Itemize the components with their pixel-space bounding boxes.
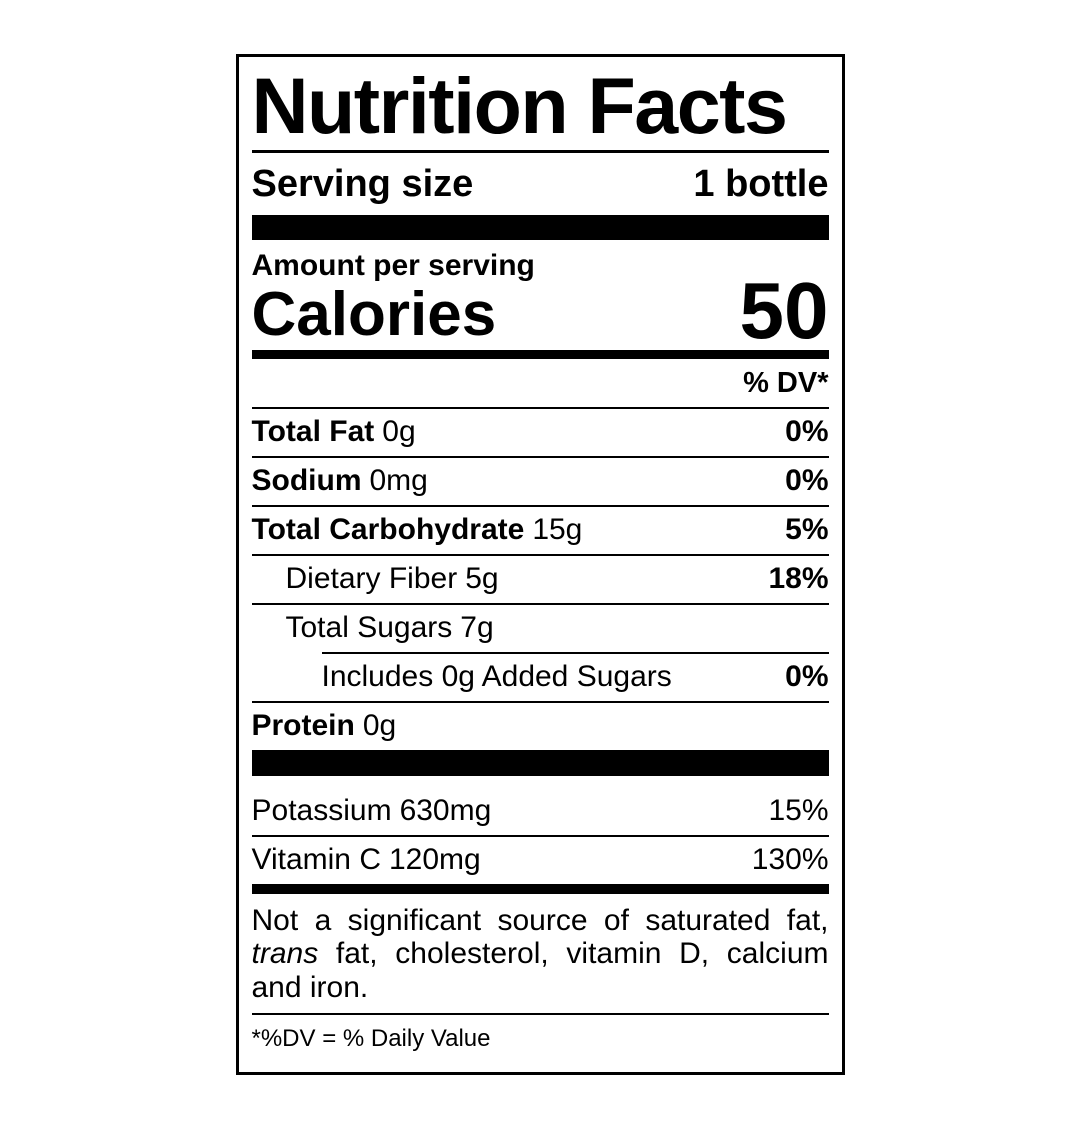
vitamin-dv: 15% xyxy=(768,794,829,827)
row-separator xyxy=(251,701,829,703)
daily-value-header: % DV* xyxy=(743,367,829,399)
nutrient-row-dietary-fiber: Dietary Fiber 5g 18% xyxy=(252,556,829,603)
nutrient-amount: 0mg xyxy=(369,464,428,497)
rule-above-footnote xyxy=(251,1012,829,1015)
nutrient-dv: 5% xyxy=(785,513,829,546)
nutrient-dv: 0% xyxy=(785,464,829,497)
calories-value: 50 xyxy=(739,266,829,355)
rule-below-dv-header xyxy=(251,407,829,409)
nutrient-name: Includes 0g Added Sugars xyxy=(321,660,672,693)
label-title: Nutrition Facts xyxy=(251,57,829,153)
nutrition-facts-label: Nutrition Facts Serving size 1 bottle Am… xyxy=(235,54,845,1075)
serving-size-row: Serving size 1 bottle xyxy=(252,153,829,215)
vitamin-row-vitamin-c: Vitamin C 120mg 130% xyxy=(252,837,829,884)
nutrient-dv: 0% xyxy=(785,660,829,693)
daily-value-footnote: *%DV = % Daily Value xyxy=(251,1024,491,1052)
disclaimer-part-2: fat, cholesterol, vitamin D, calcium and… xyxy=(251,937,829,1004)
row-separator xyxy=(251,603,829,605)
vitamin-row-potassium: Potassium 630mg 15% xyxy=(252,788,829,835)
thick-separator-bar-protein xyxy=(251,750,829,776)
row-separator xyxy=(251,505,829,507)
nutrient-amount: 5g xyxy=(465,562,499,595)
nutrient-amount: 0g xyxy=(362,709,397,742)
nutrient-dv: 18% xyxy=(768,562,829,595)
serving-size-value: 1 bottle xyxy=(693,163,829,205)
nutrient-name: Total Carbohydrate xyxy=(251,513,525,546)
vitamin-name: Vitamin C xyxy=(251,843,382,876)
calories-label: Calories xyxy=(251,279,497,349)
row-separator xyxy=(251,835,829,837)
calories-row: Calories 50 xyxy=(251,271,829,351)
thick-separator-bar-top xyxy=(251,215,829,240)
nutrient-name: Sodium xyxy=(251,464,362,497)
nutrient-name: Total Fat xyxy=(251,415,375,448)
row-separator xyxy=(251,456,829,458)
amount-per-serving-label: Amount per serving xyxy=(251,249,535,282)
disclaimer-part-1: Not a significant source of saturated fa… xyxy=(251,904,829,937)
nutrient-row-protein: Protein 0g xyxy=(252,703,829,750)
nutrient-amount: 15g xyxy=(532,513,583,546)
nutrient-row-sodium: Sodium 0mg 0% xyxy=(252,458,829,505)
medium-separator-bar-bottom xyxy=(251,884,829,894)
serving-size-label: Serving size xyxy=(251,163,474,205)
nutrient-row-total-carbohydrate: Total Carbohydrate 15g 5% xyxy=(252,507,829,554)
disclaimer-text: Not a significant source of saturated fa… xyxy=(252,904,829,1004)
nutrient-amount: 7g xyxy=(460,611,494,644)
vitamin-dv: 130% xyxy=(751,843,829,876)
row-separator-indented xyxy=(321,652,829,654)
nutrient-row-total-fat: Total Fat 0g 0% xyxy=(252,409,829,456)
nutrient-name: Total Sugars xyxy=(285,611,453,644)
medium-separator-bar-calories xyxy=(251,350,829,359)
vitamin-name: Potassium xyxy=(251,794,392,827)
nutrient-amount: 0g xyxy=(382,415,416,448)
nutrient-row-total-sugars: Total Sugars 7g xyxy=(252,605,829,652)
vitamin-amount: 630mg xyxy=(399,794,492,827)
nutrient-name: Dietary Fiber xyxy=(285,562,458,595)
nutrient-name: Protein xyxy=(251,709,355,742)
vitamin-amount: 120mg xyxy=(389,843,481,876)
row-separator xyxy=(251,554,829,556)
disclaimer-italic-word: trans xyxy=(251,937,319,971)
nutrient-row-added-sugars: Includes 0g Added Sugars 0% xyxy=(252,654,829,701)
nutrient-dv: 0% xyxy=(785,415,829,448)
